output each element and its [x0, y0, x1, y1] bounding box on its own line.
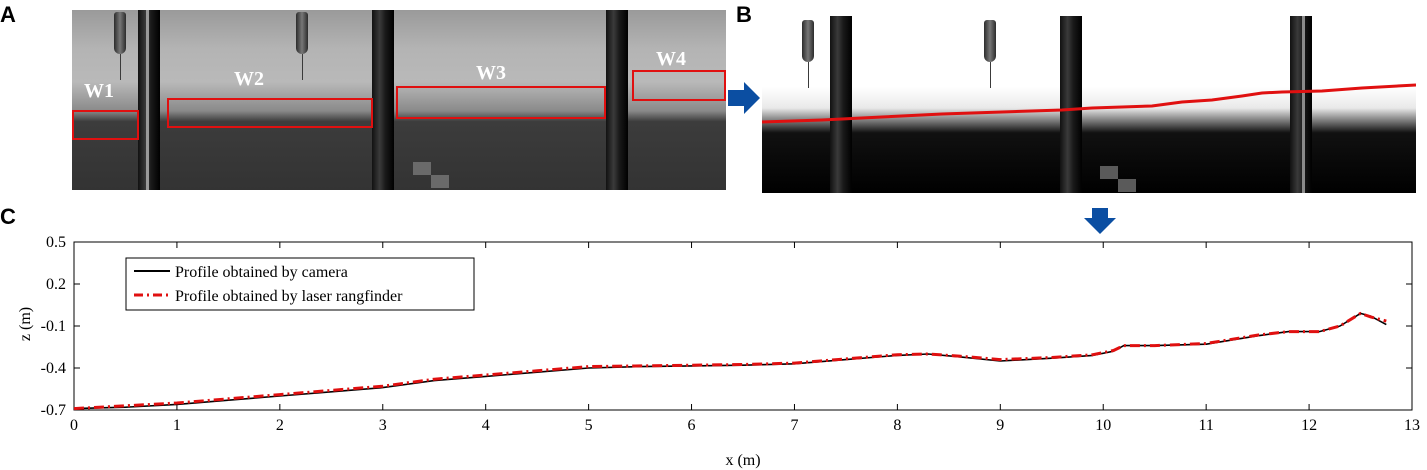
- x-axis-label: x (m): [725, 452, 760, 469]
- legend-entry-camera: Profile obtained by camera: [175, 264, 348, 281]
- x-tick-label: 13: [1404, 417, 1420, 434]
- x-tick-label: 1: [173, 417, 181, 434]
- y-tick-label: -0.7: [41, 402, 66, 419]
- flume-pillar: [1290, 16, 1312, 193]
- y-tick-label: 0.5: [46, 234, 66, 251]
- gauge-probe: [114, 12, 126, 54]
- gauge-probe: [296, 12, 308, 54]
- gauge-probe-tip: [808, 62, 809, 88]
- detected-bed-profile: [762, 83, 1416, 124]
- panel-letter-c: C: [0, 204, 16, 229]
- series-line-camera: [73, 312, 1387, 410]
- x-tick-label: 8: [893, 417, 901, 434]
- panel-letter-a: A: [0, 2, 16, 27]
- window-label-w1: W1: [84, 80, 114, 102]
- flume-pillar: [138, 10, 160, 190]
- calibration-checker: [1100, 166, 1118, 179]
- window-label-w2: W2: [234, 68, 264, 90]
- x-tick-label: 12: [1301, 417, 1317, 434]
- window-label-w3: W3: [476, 62, 506, 84]
- gauge-probe: [984, 20, 996, 62]
- x-tick-label: 7: [790, 417, 798, 434]
- x-tick-label: 3: [379, 417, 387, 434]
- legend-entry-laser: Profile obtained by laser rangfinder: [175, 288, 403, 305]
- x-tick-label: 5: [585, 417, 593, 434]
- calibration-checker: [1118, 179, 1136, 192]
- y-tick-label: 0.2: [46, 276, 66, 293]
- y-tick-label: -0.1: [41, 318, 66, 335]
- gauge-probe-tip: [120, 54, 121, 80]
- x-tick-label: 11: [1198, 417, 1213, 434]
- flume-rod: [146, 10, 149, 190]
- flume-photo-processed: [762, 16, 1416, 193]
- x-tick-label: 4: [482, 417, 490, 434]
- x-tick-label: 0: [70, 417, 78, 434]
- panel-letter-b: B: [736, 2, 752, 27]
- right-arrow-icon: [728, 82, 760, 114]
- flume-pillar: [372, 10, 394, 190]
- y-axis-label: z (m): [17, 307, 34, 341]
- window-box-w1: [72, 110, 139, 140]
- window-box-w2: [167, 98, 373, 128]
- flume-photo-raw: W1 W2 W3 W4: [72, 10, 726, 190]
- down-arrow-icon: [1084, 208, 1116, 234]
- series-line-laser: [73, 311, 1387, 411]
- gauge-probe-tip: [302, 54, 303, 80]
- window-label-w4: W4: [656, 48, 686, 70]
- legend-box: [125, 257, 475, 311]
- flume-pillar: [1060, 16, 1082, 193]
- x-tick-label: 9: [996, 417, 1004, 434]
- flume-rod: [1302, 16, 1305, 193]
- profile-chart: 0 1 2 3 4 5 6 7 8 9 10 11 12 13 0.50.2-0.1-0.4-0.7 x …: [17, 234, 1420, 469]
- calibration-checker: [431, 175, 449, 188]
- gauge-probe-tip: [990, 62, 991, 88]
- window-box-w3: [396, 86, 606, 119]
- chart-legend: Profile obtained by camera Profile obtai…: [125, 257, 475, 311]
- gauge-probe: [802, 20, 814, 62]
- calibration-checker: [413, 162, 431, 175]
- flume-pillar: [830, 16, 852, 193]
- x-tick-label: 6: [688, 417, 696, 434]
- x-tick-label: 10: [1095, 417, 1111, 434]
- window-box-w4: [632, 70, 726, 101]
- x-tick-label: 2: [276, 417, 284, 434]
- flume-pillar: [606, 10, 628, 190]
- y-tick-label: -0.4: [41, 360, 66, 377]
